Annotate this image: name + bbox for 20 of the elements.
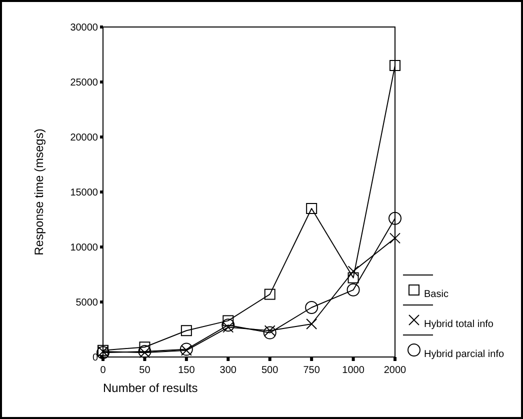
legend-label: Hybrid total info <box>424 319 494 330</box>
y-tick-label: 5000 <box>76 298 98 308</box>
x-tick-label: 2000 <box>384 365 407 376</box>
legend-label: Basic <box>424 289 448 300</box>
y-axis-title: Response time (msegs) <box>32 128 46 256</box>
x-tick-label: 50 <box>139 365 151 376</box>
y-tick-label: 15000 <box>70 188 98 198</box>
y-tick-label: 10000 <box>70 242 98 254</box>
x-tick-label: 150 <box>178 365 196 376</box>
y-tick-label: 30000 <box>70 22 98 34</box>
x-axis-title: Number of results <box>103 381 198 395</box>
legend-label: Hybrid parcial info <box>424 349 504 360</box>
x-tick-label: 0 <box>100 365 106 376</box>
x-tick-label: 1000 <box>342 365 365 376</box>
x-tick-label: 500 <box>262 365 279 376</box>
y-tick-label: 0 <box>92 352 98 364</box>
y-tick-label: 25000 <box>70 78 98 88</box>
x-tick-label: 750 <box>303 365 320 376</box>
y-tick-label: 20000 <box>70 132 98 144</box>
x-tick-label: 300 <box>220 365 237 376</box>
